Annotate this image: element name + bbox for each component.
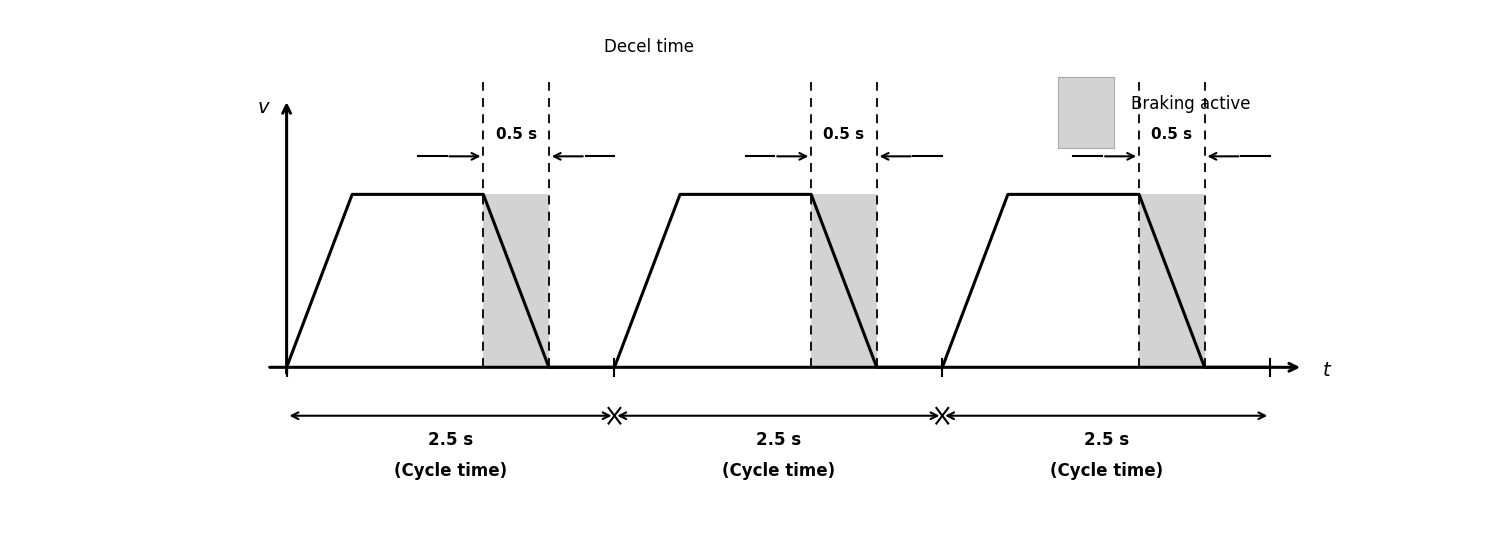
Bar: [483, 195, 548, 367]
Text: Braking active: Braking active: [1131, 95, 1251, 113]
Bar: [1139, 195, 1205, 367]
Text: 2.5 s: 2.5 s: [1084, 431, 1130, 450]
Text: v: v: [258, 99, 268, 118]
Text: 0.5 s: 0.5 s: [495, 128, 536, 142]
Text: Decel time: Decel time: [604, 38, 694, 57]
Text: t: t: [1322, 361, 1330, 381]
Text: (Cycle time): (Cycle time): [1050, 462, 1163, 480]
Bar: [812, 195, 876, 367]
Text: (Cycle time): (Cycle time): [395, 462, 508, 480]
Text: 2.5 s: 2.5 s: [756, 431, 801, 450]
Text: 0.5 s: 0.5 s: [1151, 128, 1193, 142]
Text: 2.5 s: 2.5 s: [428, 431, 473, 450]
Text: (Cycle time): (Cycle time): [721, 462, 834, 480]
Text: 0.5 s: 0.5 s: [824, 128, 864, 142]
